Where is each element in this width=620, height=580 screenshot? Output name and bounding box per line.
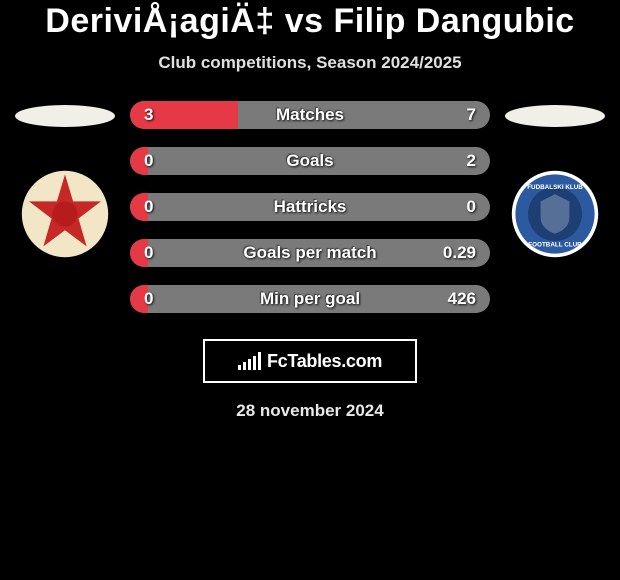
comparison-body: 3 Matches 7 0 Goals 2 0 Hattricks 0 0 Goals per ma… [0, 101, 620, 313]
stat-left-value: 0 [144, 289, 153, 309]
stat-bar: 0 Min per goal 426 [130, 285, 490, 313]
comparison-title: DeriviÅ¡agiÄ‡ vs Filip Dangubic [45, 2, 574, 41]
stat-label: Min per goal [260, 289, 360, 309]
svg-text:FOOTBALL CLUB: FOOTBALL CLUB [528, 241, 582, 248]
stat-right-value: 0.29 [443, 243, 476, 263]
stat-left-value: 0 [144, 243, 153, 263]
right-player-column: FUDBALSKI KLUB FOOTBALL CLUB [500, 101, 610, 259]
star-crest-icon [20, 169, 110, 259]
stat-label: Hattricks [274, 197, 347, 217]
comparison-date: 28 november 2024 [236, 401, 383, 421]
comparison-subtitle: Club competitions, Season 2024/2025 [158, 53, 461, 73]
stat-right-value: 0 [467, 197, 476, 217]
left-player-column [10, 101, 120, 259]
stat-left-value: 0 [144, 197, 153, 217]
stat-label: Matches [276, 105, 344, 125]
stat-bar: 0 Goals per match 0.29 [130, 239, 490, 267]
stat-right-value: 7 [467, 105, 476, 125]
left-club-crest [20, 169, 110, 259]
right-club-crest: FUDBALSKI KLUB FOOTBALL CLUB [510, 169, 600, 259]
stat-right-value: 2 [467, 151, 476, 171]
stat-left-value: 3 [144, 105, 153, 125]
bar-chart-icon [238, 352, 261, 370]
svg-text:FUDBALSKI KLUB: FUDBALSKI KLUB [527, 184, 583, 191]
brand-badge: FcTables.com [203, 339, 417, 383]
stat-bar: 3 Matches 7 [130, 101, 490, 129]
shield-crest-icon: FUDBALSKI KLUB FOOTBALL CLUB [510, 169, 600, 259]
stats-column: 3 Matches 7 0 Goals 2 0 Hattricks 0 0 Goals per ma… [130, 101, 490, 313]
left-player-avatar [15, 105, 115, 127]
stat-right-value: 426 [448, 289, 476, 309]
stat-bar: 0 Goals 2 [130, 147, 490, 175]
right-player-avatar [505, 105, 605, 127]
stat-label: Goals per match [243, 243, 376, 263]
stat-label: Goals [286, 151, 333, 171]
stat-left-value: 0 [144, 151, 153, 171]
stat-bar: 0 Hattricks 0 [130, 193, 490, 221]
brand-text: FcTables.com [267, 351, 382, 372]
